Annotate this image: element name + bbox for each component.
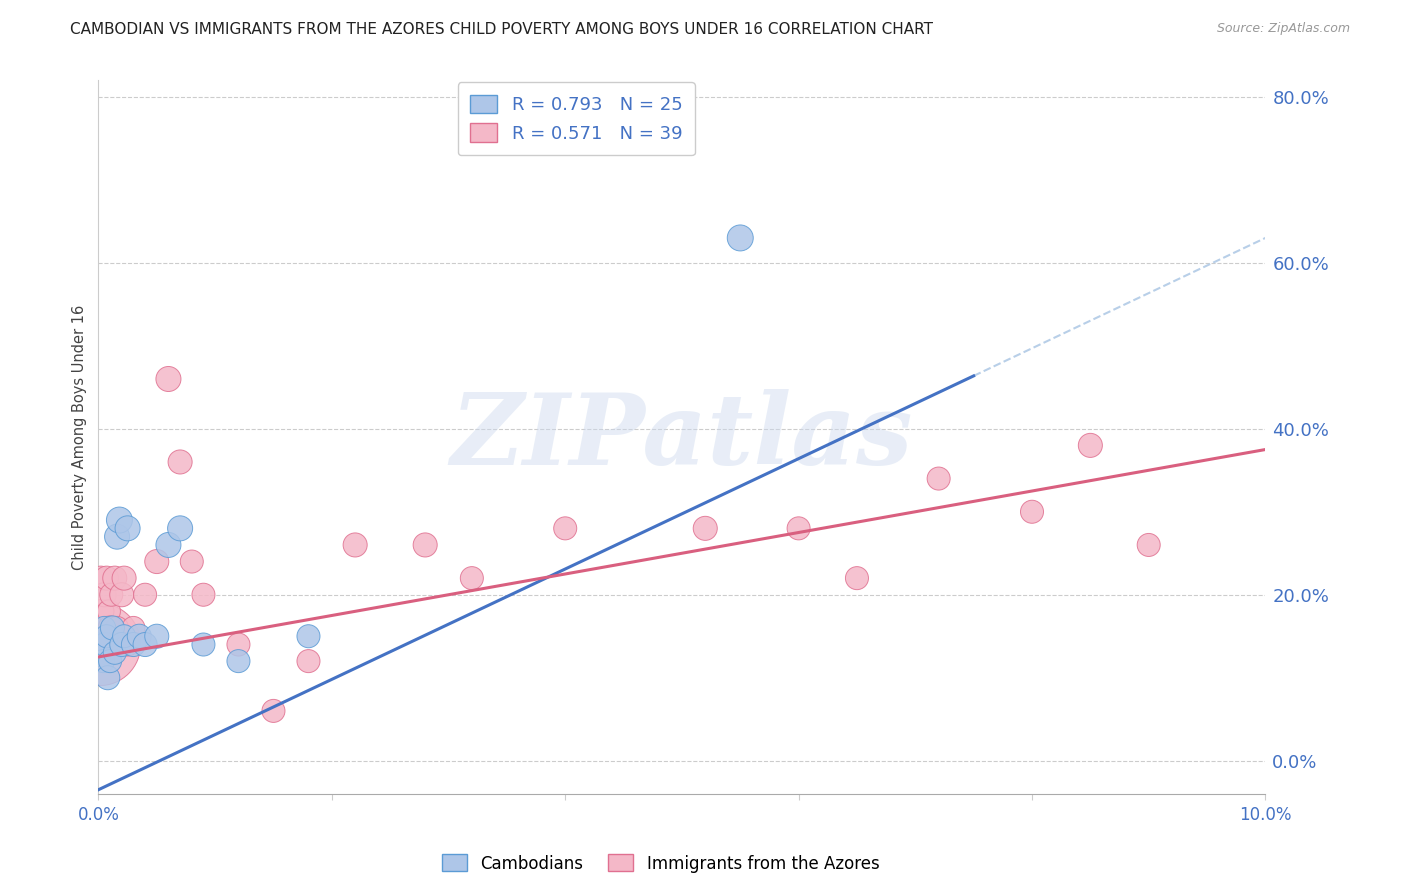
Point — [1137, 538, 1160, 552]
Point — [111, 638, 134, 652]
Point — [128, 629, 150, 643]
Point — [228, 638, 250, 652]
Point — [100, 588, 122, 602]
Point — [1021, 505, 1043, 519]
Point — [93, 588, 115, 602]
Point — [91, 638, 114, 652]
Point — [112, 629, 135, 643]
Point — [262, 704, 284, 718]
Point — [98, 621, 121, 635]
Point — [108, 638, 131, 652]
Legend: R = 0.793   N = 25, R = 0.571   N = 39: R = 0.793 N = 25, R = 0.571 N = 39 — [457, 82, 695, 155]
Point — [169, 521, 191, 535]
Point — [117, 521, 139, 535]
Point — [157, 538, 180, 552]
Point — [728, 231, 751, 245]
Point — [413, 538, 436, 552]
Point — [94, 638, 117, 652]
Point — [845, 571, 868, 585]
Point — [193, 588, 215, 602]
Point — [112, 571, 135, 585]
Point — [180, 555, 202, 569]
Point — [193, 638, 215, 652]
Y-axis label: Child Poverty Among Boys Under 16: Child Poverty Among Boys Under 16 — [72, 304, 87, 570]
Point — [96, 629, 118, 643]
Point — [554, 521, 576, 535]
Point — [928, 472, 950, 486]
Point — [111, 588, 134, 602]
Point — [1080, 438, 1102, 452]
Point — [104, 571, 127, 585]
Point — [105, 530, 128, 544]
Point — [94, 621, 117, 635]
Point — [134, 588, 156, 602]
Text: CAMBODIAN VS IMMIGRANTS FROM THE AZORES CHILD POVERTY AMONG BOYS UNDER 16 CORREL: CAMBODIAN VS IMMIGRANTS FROM THE AZORES … — [70, 22, 934, 37]
Point — [122, 621, 145, 635]
Point — [90, 571, 112, 585]
Point — [93, 621, 115, 635]
Point — [146, 629, 169, 643]
Point — [117, 638, 139, 652]
Point — [695, 521, 717, 535]
Point — [97, 671, 120, 685]
Point — [297, 654, 319, 668]
Point — [89, 638, 111, 652]
Text: ZIPatlas: ZIPatlas — [451, 389, 912, 485]
Point — [96, 571, 118, 585]
Point — [228, 654, 250, 668]
Point — [157, 372, 180, 386]
Point — [90, 646, 112, 660]
Point — [97, 604, 120, 618]
Point — [90, 638, 112, 652]
Point — [108, 513, 131, 527]
Point — [787, 521, 810, 535]
Point — [97, 638, 120, 652]
Point — [297, 629, 319, 643]
Point — [169, 455, 191, 469]
Point — [98, 654, 121, 668]
Point — [344, 538, 367, 552]
Point — [122, 638, 145, 652]
Point — [104, 646, 127, 660]
Point — [461, 571, 484, 585]
Point — [105, 621, 128, 635]
Point — [90, 604, 112, 618]
Point — [134, 638, 156, 652]
Legend: Cambodians, Immigrants from the Azores: Cambodians, Immigrants from the Azores — [436, 847, 886, 880]
Point — [91, 654, 114, 668]
Text: Source: ZipAtlas.com: Source: ZipAtlas.com — [1216, 22, 1350, 36]
Point — [101, 638, 124, 652]
Point — [146, 555, 169, 569]
Point — [101, 621, 124, 635]
